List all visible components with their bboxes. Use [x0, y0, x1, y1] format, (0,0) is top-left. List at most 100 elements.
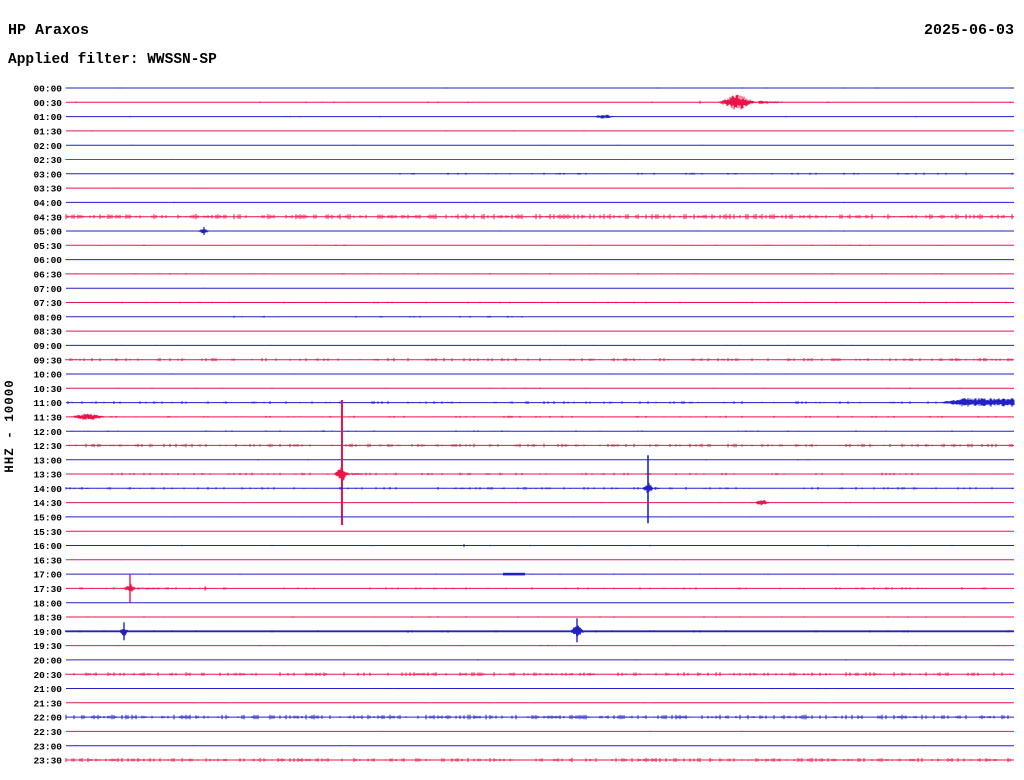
time-label: 17:30 [33, 584, 62, 595]
trace-row-11-30 [66, 413, 1014, 420]
time-label: 06:30 [33, 270, 62, 281]
trace-row-09-30 [65, 357, 1014, 362]
time-label: 16:00 [33, 541, 62, 552]
time-label: 09:30 [33, 355, 62, 366]
time-label: 01:30 [33, 127, 62, 138]
trace-row-20-00 [66, 659, 1014, 661]
trace-row-18-30 [66, 616, 1014, 618]
time-label: 07:00 [33, 284, 62, 295]
trace-row-23-30 [65, 757, 1014, 763]
trace-row-08-00 [66, 315, 1014, 318]
trace-row-13-00 [66, 459, 1014, 461]
trace-row-06-00 [65, 259, 1014, 261]
trace-row-21-00 [66, 687, 1014, 690]
time-label: 22:30 [33, 727, 62, 738]
time-label: 20:00 [33, 656, 62, 667]
time-label: 16:30 [33, 555, 62, 566]
trace-row-18-00 [66, 602, 1014, 604]
time-label: 02:00 [33, 141, 62, 152]
time-label: 11:00 [33, 398, 62, 409]
trace-row-14-00 [65, 483, 1014, 493]
time-label: 02:30 [33, 155, 62, 166]
trace-row-19-00 [65, 625, 1014, 637]
time-label: 04:30 [33, 212, 62, 223]
trace-row-12-00 [66, 430, 1014, 432]
time-label: 19:30 [33, 641, 62, 652]
time-label: 21:30 [33, 698, 62, 709]
trace-row-19-30 [66, 644, 1014, 647]
trace-row-12-30 [66, 443, 1014, 448]
trace-row-17-30 [66, 583, 1014, 593]
trace-row-21-30 [66, 702, 1014, 704]
trace-row-08-30 [66, 330, 1014, 332]
time-label: 20:30 [33, 670, 62, 681]
trace-row-07-00 [66, 287, 1014, 289]
trace-row-13-30 [66, 467, 1014, 481]
trace-row-16-30 [66, 559, 1014, 561]
time-label: 08:30 [33, 327, 62, 338]
trace-row-14-30 [66, 500, 1014, 506]
time-label: 09:00 [33, 341, 62, 352]
time-label: 13:00 [33, 455, 62, 466]
trace-row-04-30 [65, 214, 1014, 220]
time-label: 04:00 [33, 198, 62, 209]
time-label: 08:00 [33, 312, 62, 323]
record-date: 2025-06-03 [923, 22, 1014, 39]
trace-row-00-00 [65, 87, 1014, 89]
time-label: 22:00 [33, 713, 62, 724]
trace-row-00-30 [66, 94, 1014, 110]
time-label: 18:30 [33, 613, 62, 624]
time-label: 23:00 [33, 741, 62, 752]
time-label: 23:30 [33, 756, 62, 767]
trace-row-09-00 [66, 344, 1014, 346]
trace-row-16-00 [66, 543, 1014, 548]
time-label: 14:00 [33, 484, 62, 495]
trace-row-05-30 [66, 244, 1014, 246]
time-label: 12:30 [33, 441, 62, 452]
time-label: 13:30 [33, 470, 62, 481]
time-label: 06:00 [33, 255, 62, 266]
time-label: 19:00 [33, 627, 62, 638]
time-label: 12:00 [33, 427, 62, 438]
time-label: 00:30 [33, 98, 62, 109]
time-label: 11:30 [33, 413, 62, 424]
trace-row-03-30 [66, 187, 1014, 189]
time-label: 00:00 [33, 84, 62, 95]
trace-row-15-00 [65, 516, 1014, 518]
time-label: 15:30 [33, 527, 62, 538]
time-label: 03:30 [33, 184, 62, 195]
station-title: HP Araxos [8, 22, 90, 39]
time-label: 10:00 [33, 370, 62, 381]
trace-row-02-00 [66, 144, 1014, 146]
trace-row-22-00 [65, 714, 1014, 720]
trace-row-03-00 [66, 172, 1014, 175]
time-label: 17:00 [33, 570, 62, 581]
time-label: 07:30 [33, 298, 62, 309]
time-label: 05:00 [33, 227, 62, 238]
time-label: 05:30 [33, 241, 62, 252]
y-axis-label: HHZ - 10000 [3, 379, 17, 473]
trace-row-20-30 [65, 672, 1014, 677]
trace-row-02-30 [65, 158, 1014, 161]
trace-row-01-00 [66, 114, 1014, 119]
applied-filter-label: Applied filter: WWSSN-SP [8, 52, 217, 68]
time-label: 03:00 [33, 169, 62, 180]
time-label: 18:00 [33, 598, 62, 609]
trace-row-06-30 [65, 273, 1014, 275]
trace-row-17-00 [66, 573, 1014, 575]
trace-rows: 00:00 00:30 01:00 01:30 02:00 02:30 03:00 03:30… [33, 84, 1015, 767]
time-label: 15:00 [33, 513, 62, 524]
trace-row-10-00 [66, 373, 1014, 375]
trace-row-23-00 [66, 745, 1014, 747]
time-label: 14:30 [33, 498, 62, 509]
time-label: 21:00 [33, 684, 62, 695]
trace-row-04-00 [66, 201, 1014, 203]
trace-row-01-30 [66, 130, 1014, 132]
time-label: 10:30 [33, 384, 62, 395]
trace-row-11-00 [66, 398, 1015, 407]
trace-row-22-30 [66, 730, 1014, 732]
trace-row-05-00 [66, 228, 1014, 234]
time-label: 01:00 [33, 112, 62, 123]
